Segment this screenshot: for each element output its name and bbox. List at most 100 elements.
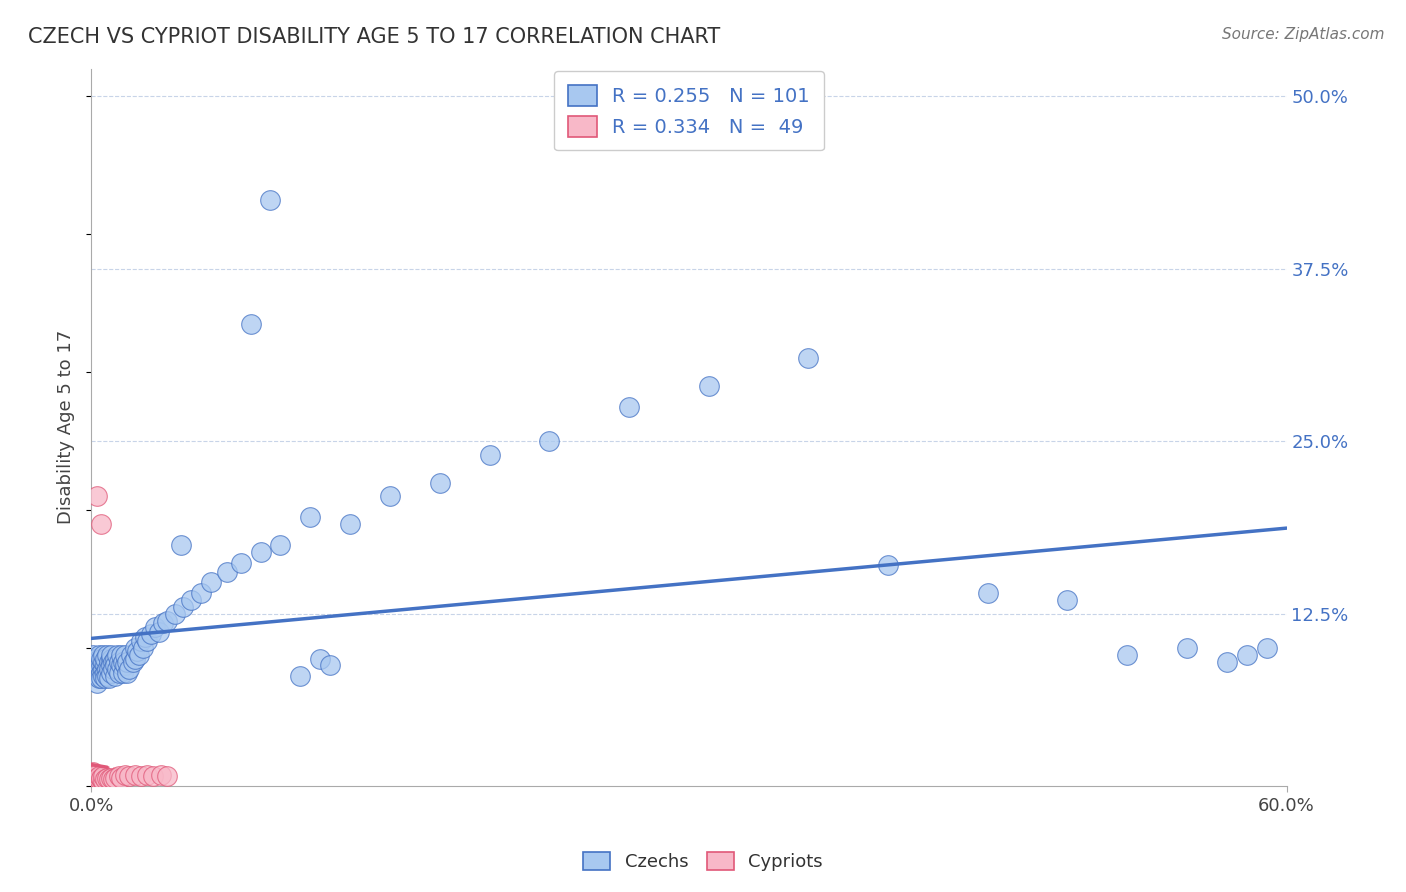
Point bbox=[90, 772, 112, 787]
Point bbox=[478, 448, 501, 462]
Point bbox=[82, 772, 104, 787]
Point bbox=[122, 655, 145, 669]
Point bbox=[190, 586, 212, 600]
Point bbox=[84, 773, 107, 788]
Point bbox=[84, 772, 107, 787]
Point bbox=[96, 669, 118, 683]
Point bbox=[87, 648, 110, 662]
Point bbox=[108, 665, 131, 680]
Point bbox=[108, 655, 131, 669]
Point bbox=[98, 662, 121, 676]
Point bbox=[91, 773, 114, 788]
Point bbox=[429, 475, 451, 490]
Point bbox=[229, 556, 252, 570]
Point bbox=[86, 675, 108, 690]
Point bbox=[101, 655, 124, 669]
Point bbox=[91, 648, 114, 662]
Point bbox=[170, 538, 193, 552]
Point bbox=[86, 655, 108, 669]
Point bbox=[90, 652, 112, 666]
Point bbox=[259, 193, 281, 207]
Point bbox=[104, 669, 127, 683]
Point bbox=[82, 768, 104, 782]
Point bbox=[105, 648, 128, 662]
Point bbox=[1056, 592, 1078, 607]
Point bbox=[82, 769, 104, 783]
Point bbox=[82, 775, 104, 789]
Point bbox=[215, 566, 238, 580]
Point bbox=[91, 769, 114, 783]
Point bbox=[110, 648, 132, 662]
Point bbox=[110, 657, 132, 672]
Point bbox=[82, 773, 104, 788]
Point bbox=[94, 772, 117, 787]
Point bbox=[90, 657, 112, 672]
Point bbox=[82, 773, 104, 788]
Point bbox=[1116, 648, 1139, 662]
Point bbox=[163, 607, 186, 621]
Point bbox=[877, 558, 900, 573]
Point bbox=[118, 662, 141, 676]
Point bbox=[339, 516, 361, 531]
Point bbox=[87, 652, 110, 666]
Point bbox=[100, 648, 122, 662]
Point bbox=[299, 510, 322, 524]
Point bbox=[114, 648, 136, 662]
Point bbox=[100, 771, 122, 785]
Point bbox=[86, 771, 108, 785]
Point bbox=[82, 775, 104, 789]
Point bbox=[91, 669, 114, 683]
Point bbox=[1256, 641, 1278, 656]
Point bbox=[82, 768, 104, 782]
Point bbox=[977, 586, 1000, 600]
Point bbox=[84, 652, 107, 666]
Point bbox=[124, 652, 146, 666]
Point bbox=[290, 669, 312, 683]
Point bbox=[90, 672, 112, 686]
Point bbox=[617, 400, 640, 414]
Point bbox=[90, 771, 112, 785]
Point bbox=[96, 662, 118, 676]
Point bbox=[87, 672, 110, 686]
Point bbox=[269, 538, 291, 552]
Point bbox=[94, 657, 117, 672]
Point bbox=[82, 648, 104, 662]
Point bbox=[82, 772, 104, 787]
Point bbox=[118, 769, 141, 783]
Legend: R = 0.255   N = 101, R = 0.334   N =  49: R = 0.255 N = 101, R = 0.334 N = 49 bbox=[554, 71, 824, 151]
Point bbox=[129, 769, 152, 783]
Point bbox=[136, 768, 159, 782]
Legend: Czechs, Cypriots: Czechs, Cypriots bbox=[576, 845, 830, 879]
Point bbox=[84, 771, 107, 785]
Point bbox=[82, 776, 104, 790]
Point bbox=[148, 624, 170, 639]
Point bbox=[319, 657, 342, 672]
Point bbox=[180, 592, 202, 607]
Point bbox=[120, 648, 142, 662]
Point bbox=[104, 771, 127, 785]
Point bbox=[125, 644, 148, 658]
Point bbox=[1175, 641, 1198, 656]
Point bbox=[128, 648, 150, 662]
Point bbox=[105, 662, 128, 676]
Point bbox=[82, 766, 104, 780]
Point bbox=[124, 641, 146, 656]
Point bbox=[84, 769, 107, 783]
Point bbox=[86, 489, 108, 503]
Point bbox=[697, 379, 720, 393]
Point bbox=[136, 634, 159, 648]
Point bbox=[149, 768, 172, 782]
Point bbox=[82, 771, 104, 785]
Point bbox=[114, 768, 136, 782]
Point bbox=[94, 672, 117, 686]
Point bbox=[82, 655, 104, 669]
Point bbox=[112, 665, 135, 680]
Point bbox=[239, 317, 262, 331]
Point bbox=[115, 665, 138, 680]
Point bbox=[100, 652, 122, 666]
Point bbox=[82, 775, 104, 789]
Point bbox=[94, 665, 117, 680]
Point bbox=[84, 662, 107, 676]
Point bbox=[378, 489, 401, 503]
Point bbox=[538, 434, 561, 449]
